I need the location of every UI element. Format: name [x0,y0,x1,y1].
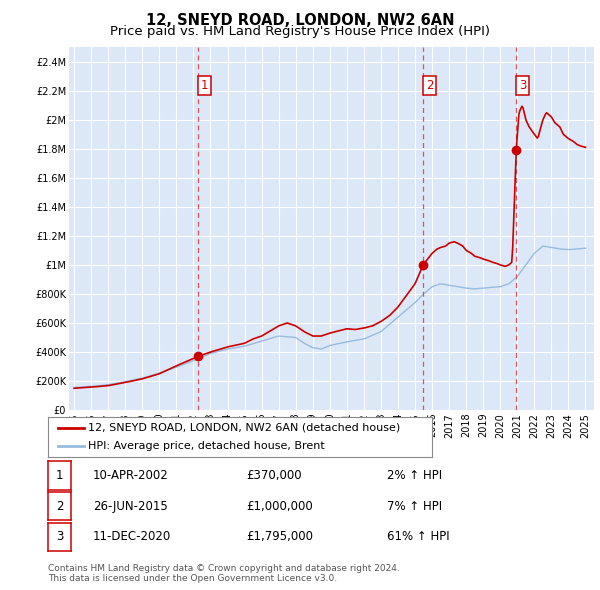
Text: 11-DEC-2020: 11-DEC-2020 [93,530,171,543]
Text: 10-APR-2002: 10-APR-2002 [93,469,169,482]
Text: 12, SNEYD ROAD, LONDON, NW2 6AN (detached house): 12, SNEYD ROAD, LONDON, NW2 6AN (detache… [88,423,401,433]
Text: 61% ↑ HPI: 61% ↑ HPI [387,530,449,543]
Text: 3: 3 [519,79,526,92]
Text: 26-JUN-2015: 26-JUN-2015 [93,500,168,513]
Text: 1: 1 [200,79,208,92]
Text: 2: 2 [426,79,433,92]
Text: 2% ↑ HPI: 2% ↑ HPI [387,469,442,482]
Text: 12, SNEYD ROAD, LONDON, NW2 6AN: 12, SNEYD ROAD, LONDON, NW2 6AN [146,13,454,28]
Text: 7% ↑ HPI: 7% ↑ HPI [387,500,442,513]
Text: 2: 2 [56,500,63,513]
Text: £370,000: £370,000 [246,469,302,482]
Text: £1,795,000: £1,795,000 [246,530,313,543]
Text: HPI: Average price, detached house, Brent: HPI: Average price, detached house, Bren… [88,441,325,451]
Text: 1: 1 [56,469,63,482]
Text: Price paid vs. HM Land Registry's House Price Index (HPI): Price paid vs. HM Land Registry's House … [110,25,490,38]
Text: Contains HM Land Registry data © Crown copyright and database right 2024.
This d: Contains HM Land Registry data © Crown c… [48,563,400,583]
Text: £1,000,000: £1,000,000 [246,500,313,513]
Text: 3: 3 [56,530,63,543]
